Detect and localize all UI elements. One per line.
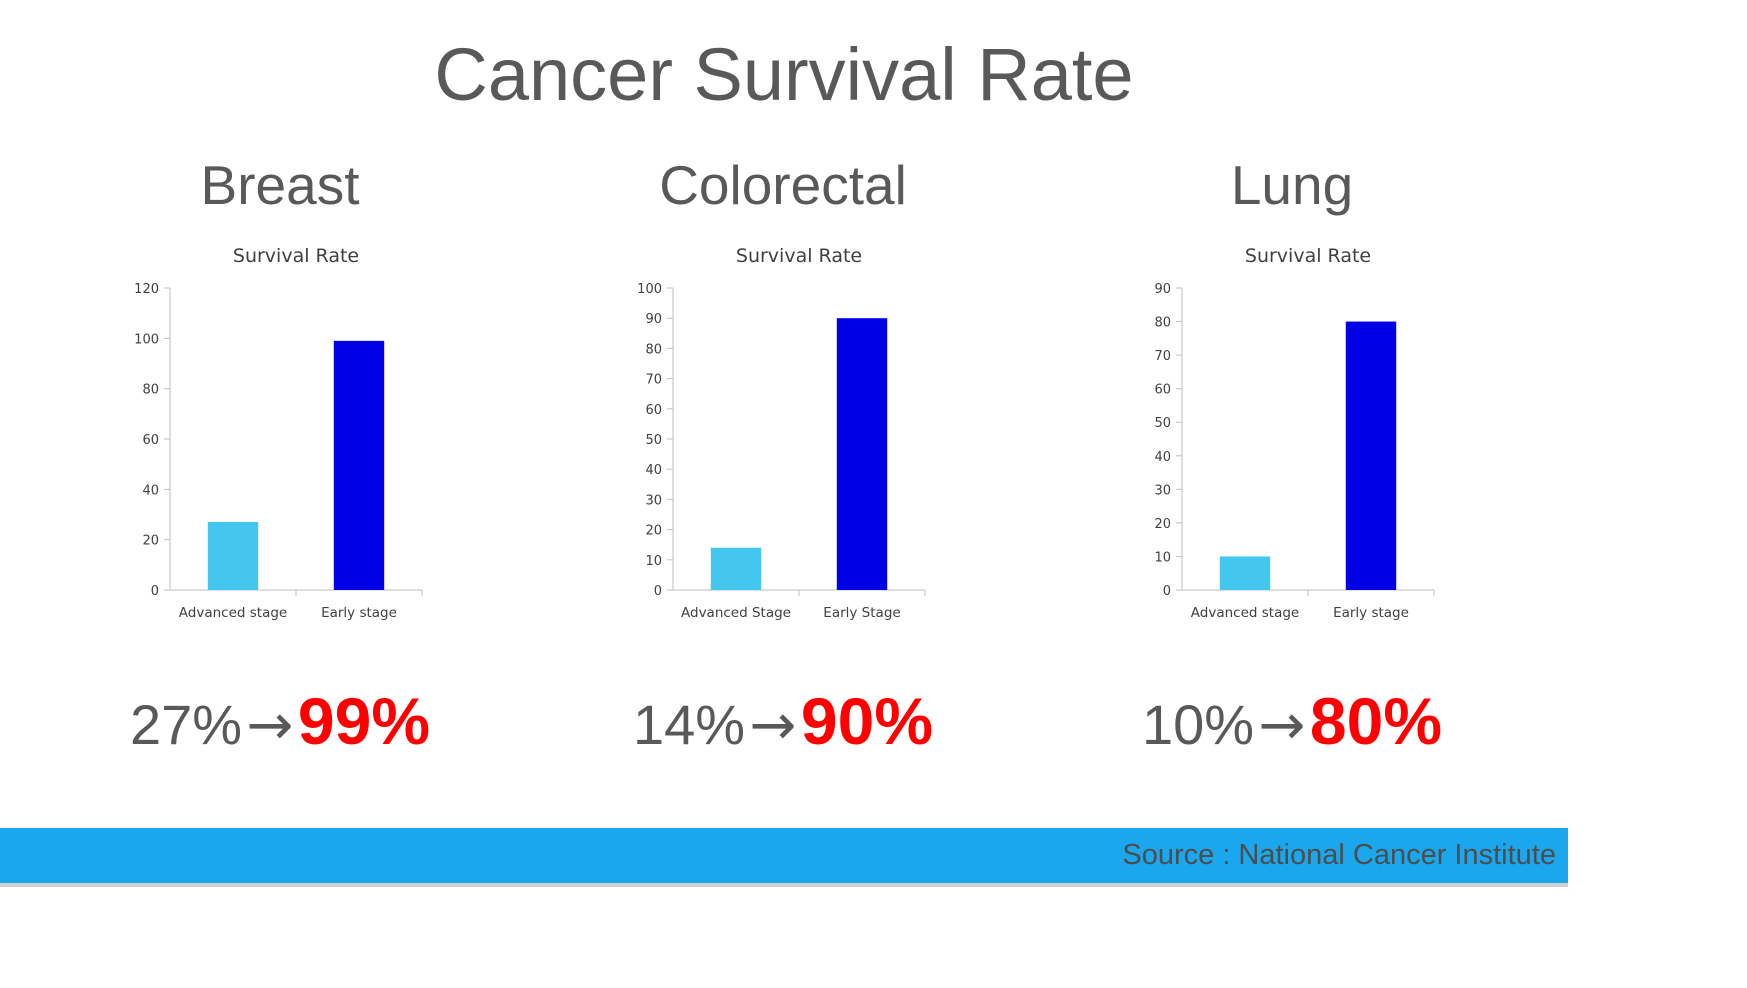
y-tick-label: 20 — [142, 534, 159, 549]
bar — [836, 318, 888, 590]
x-tick-label: Early stage — [321, 605, 397, 621]
rate-change-lung: 10% → 80% — [1032, 688, 1552, 754]
bar — [207, 522, 259, 590]
rate-change-breast: 27% → 99% — [20, 688, 540, 754]
arrow-right-icon: → — [1258, 693, 1306, 758]
y-tick-label: 40 — [645, 463, 662, 478]
y-tick-label: 90 — [1154, 282, 1171, 297]
bar — [1345, 321, 1397, 590]
footer-bar: Source : National Cancer Institute — [0, 828, 1568, 883]
y-tick-label: 0 — [151, 584, 159, 599]
arrow-right-icon: → — [246, 693, 294, 758]
page-margin — [1568, 0, 1747, 988]
chart-title: Survival Rate — [1245, 245, 1371, 267]
y-tick-label: 0 — [654, 584, 662, 599]
y-tick-label: 30 — [1154, 483, 1171, 498]
y-tick-label: 0 — [1163, 584, 1171, 599]
y-tick-label: 80 — [1154, 316, 1171, 331]
x-tick-label: Advanced stage — [179, 605, 287, 621]
y-tick-label: 100 — [637, 282, 662, 297]
y-tick-label: 60 — [142, 433, 159, 448]
slide-title: Cancer Survival Rate — [434, 33, 1134, 116]
panel-title-colorectal: Colorectal — [659, 154, 907, 216]
x-tick-label: Advanced stage — [1191, 605, 1299, 621]
panel-title-breast: Breast — [200, 154, 360, 216]
y-tick-label: 20 — [645, 524, 662, 539]
rate-to-lung: 80% — [1309, 684, 1443, 758]
y-tick-label: 20 — [1154, 517, 1171, 532]
chart-colorectal: Survival Rate 0 10 20 30 40 50 60 70 80 90 100 Advan… — [637, 245, 926, 621]
y-tick-label: 30 — [645, 493, 662, 508]
rate-from-lung: 10% — [1141, 693, 1255, 756]
x-tick-label: Early Stage — [823, 605, 900, 621]
y-tick-label: 120 — [134, 282, 159, 297]
y-tick-label: 50 — [645, 433, 662, 448]
bar — [333, 340, 385, 590]
y-tick-label: 10 — [645, 554, 662, 569]
arrow-right-icon: → — [749, 693, 797, 758]
panel-breast: Breast Survival Rate 0 20 40 60 80 100 120 Advan… — [20, 150, 540, 770]
panel-title-lung: Lung — [1230, 154, 1354, 216]
rate-change-colorectal: 14% → 90% — [523, 688, 1043, 754]
y-tick-label: 50 — [1154, 416, 1171, 431]
y-tick-label: 90 — [645, 312, 662, 327]
x-tick-label: Advanced Stage — [681, 605, 791, 621]
footer-divider — [0, 883, 1568, 887]
rate-from-colorectal: 14% — [632, 693, 746, 756]
rate-to-colorectal: 90% — [800, 684, 934, 758]
y-tick-label: 40 — [142, 483, 159, 498]
chart-lung: Survival Rate 0 10 20 30 40 50 60 70 80 90 Advanced… — [1154, 245, 1435, 621]
y-tick-label: 100 — [134, 332, 159, 347]
y-tick-label: 60 — [645, 403, 662, 418]
rate-to-breast: 99% — [297, 684, 431, 758]
panel-colorectal: Colorectal Survival Rate 0 10 20 30 40 50 60 70 8… — [523, 150, 1043, 770]
y-tick-label: 70 — [1154, 349, 1171, 364]
bar — [1219, 556, 1271, 590]
y-tick-label: 10 — [1154, 550, 1171, 565]
y-tick-label: 40 — [1154, 450, 1171, 465]
y-tick-label: 70 — [645, 373, 662, 388]
y-tick-label: 80 — [645, 342, 662, 357]
chart-title: Survival Rate — [233, 245, 359, 267]
source-credit: Source : National Cancer Institute — [1122, 839, 1556, 871]
y-tick-label: 80 — [142, 383, 159, 398]
slide: Cancer Survival Rate Breast Survival Rat… — [0, 33, 1568, 887]
x-tick-label: Early stage — [1333, 605, 1409, 621]
chart-breast: Survival Rate 0 20 40 60 80 100 120 Advanced sta… — [134, 245, 423, 621]
rate-from-breast: 27% — [129, 693, 243, 756]
y-tick-label: 60 — [1154, 383, 1171, 398]
chart-title: Survival Rate — [736, 245, 862, 267]
panel-lung: Lung Survival Rate 0 10 20 30 40 50 60 70 80 90 Adv… — [1032, 150, 1552, 770]
bar — [710, 547, 762, 590]
